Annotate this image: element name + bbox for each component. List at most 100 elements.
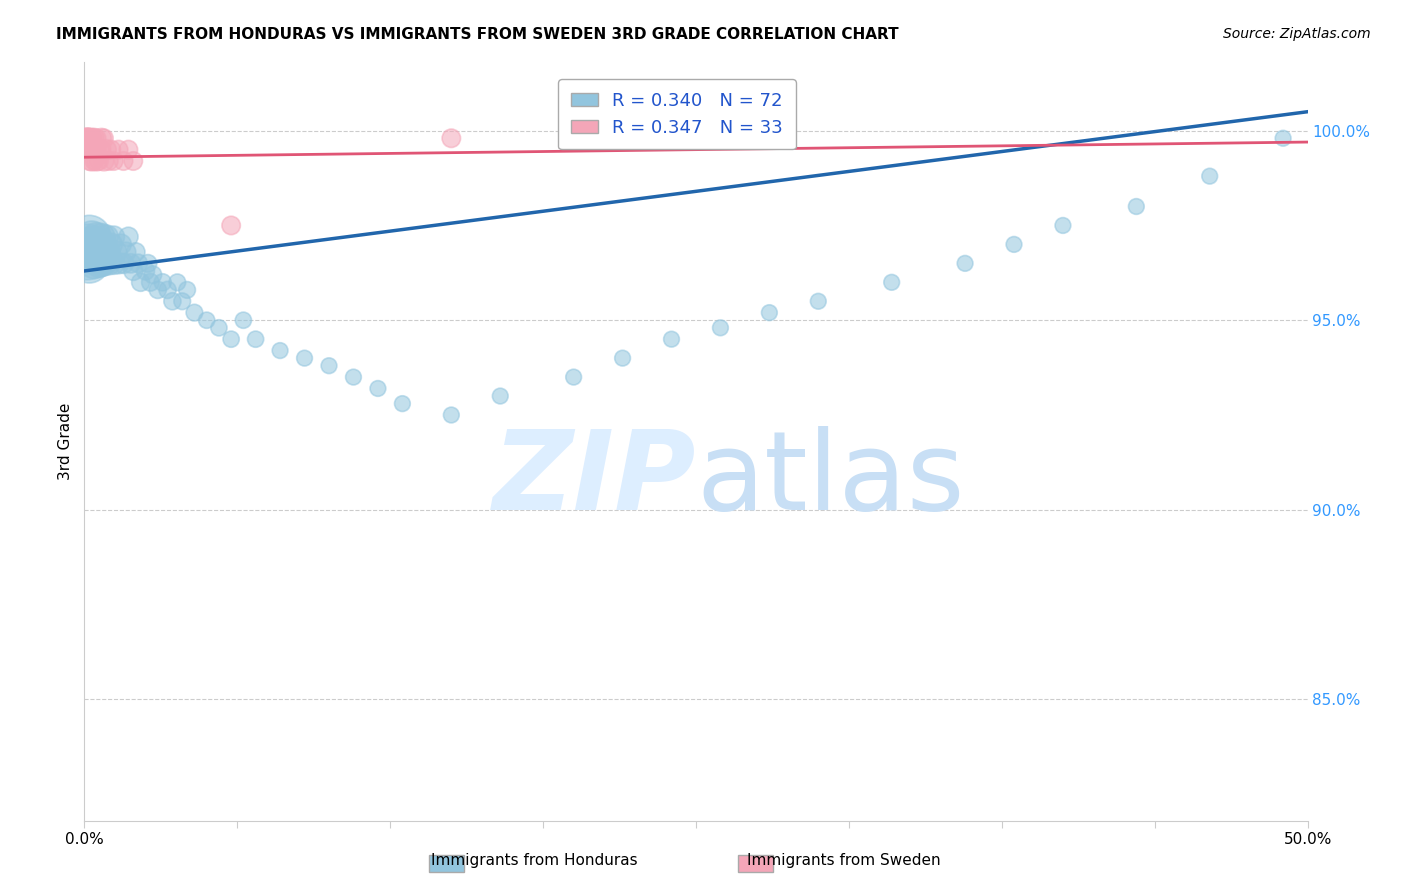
Point [90,131,112,145]
Point [219,332,242,346]
Point [80,237,103,252]
Text: ZIP: ZIP [492,426,696,533]
Point [1002,237,1025,252]
Point [489,389,512,403]
Point [87,244,110,259]
Point [135,264,157,278]
Point [176,283,198,297]
Point [612,351,634,365]
Point [318,359,340,373]
Point [83,153,105,168]
Point [87,143,110,157]
Point [76,244,98,259]
Point [90,143,112,157]
Point [880,275,903,289]
Point [294,351,316,365]
Point [1052,219,1074,233]
Point [93,131,115,145]
Point [97,244,120,259]
Point [172,294,194,309]
Point [103,229,125,244]
Point [117,143,139,157]
Point [86,244,108,259]
Point [139,275,162,289]
Point [129,275,152,289]
Point [80,153,103,168]
Point [661,332,683,346]
Point [80,131,103,145]
Point [80,229,103,244]
Legend: R = 0.340   N = 72, R = 0.347   N = 33: R = 0.340 N = 72, R = 0.347 N = 33 [558,79,796,149]
Point [117,229,139,244]
Point [97,153,120,168]
Point [142,268,165,282]
Point [440,408,463,422]
Point [208,320,231,334]
Point [110,237,132,252]
Point [232,313,254,327]
Point [342,370,364,384]
Point [80,143,103,157]
Point [758,305,780,319]
Point [80,131,103,145]
Point [76,131,98,145]
Point [146,283,169,297]
Point [562,370,585,384]
Point [93,153,115,168]
Point [125,244,148,259]
Point [112,153,135,168]
Point [1272,131,1295,145]
Point [269,343,291,358]
Point [152,275,174,289]
Point [90,256,112,270]
Point [195,313,218,327]
Text: Immigrants from Sweden: Immigrants from Sweden [747,854,941,868]
Point [96,229,118,244]
Point [97,256,120,270]
Point [807,294,830,309]
Point [83,237,105,252]
Point [77,131,100,145]
Point [112,256,135,270]
Point [105,244,128,259]
Point [77,131,100,145]
Point [103,256,125,270]
Text: IMMIGRANTS FROM HONDURAS VS IMMIGRANTS FROM SWEDEN 3RD GRADE CORRELATION CHART: IMMIGRANTS FROM HONDURAS VS IMMIGRANTS F… [56,27,898,42]
Text: atlas: atlas [696,426,965,533]
Point [103,153,125,168]
Point [80,244,103,259]
Point [156,283,179,297]
Point [120,256,142,270]
Point [83,131,105,145]
Point [136,256,159,270]
Point [219,219,242,233]
Y-axis label: 3rd Grade: 3rd Grade [58,403,73,480]
Point [183,305,205,319]
Point [127,256,149,270]
Point [83,256,105,270]
Point [96,244,118,259]
Point [76,131,98,145]
Text: Immigrants from Honduras: Immigrants from Honduras [432,854,637,868]
Point [96,143,118,157]
Point [709,320,731,334]
Point [100,237,122,252]
Point [77,143,100,157]
Point [76,143,98,157]
Point [162,294,184,309]
Point [367,381,389,395]
Point [1198,169,1220,183]
Point [83,143,105,157]
Point [86,153,108,168]
Point [1125,199,1147,213]
Point [440,131,463,145]
Point [86,131,108,145]
Point [100,143,122,157]
Point [122,153,145,168]
Point [77,153,100,168]
Point [166,275,188,289]
Point [90,229,112,244]
Point [86,143,108,157]
Point [115,244,138,259]
Point [107,143,129,157]
